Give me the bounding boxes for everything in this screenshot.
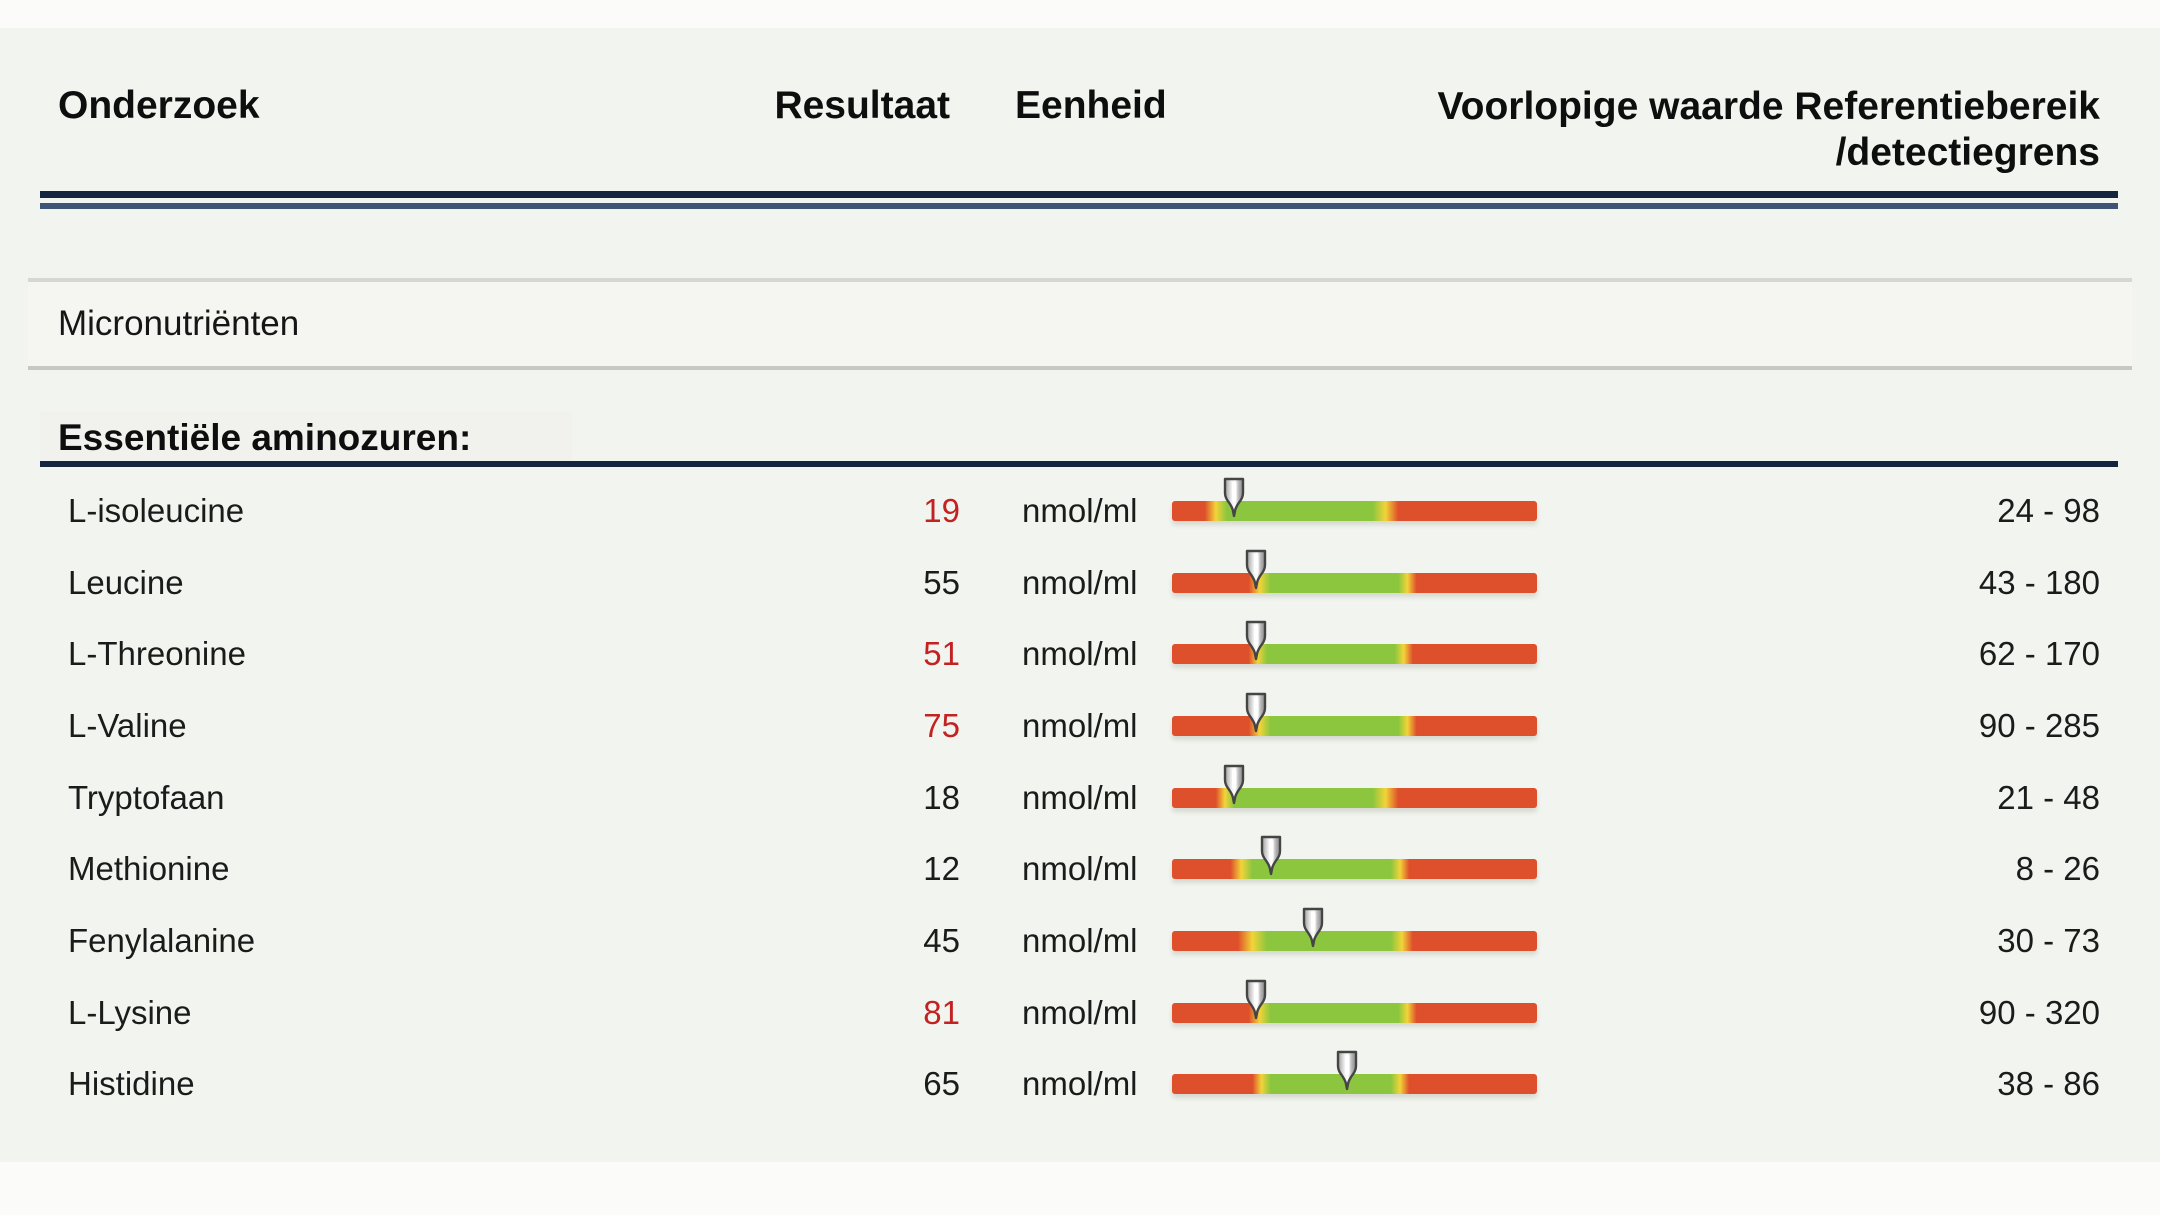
result-value: 51	[923, 635, 960, 673]
analyte-name: L-Threonine	[68, 635, 246, 673]
result-marker-icon	[1245, 549, 1267, 589]
analyte-name: Fenylalanine	[68, 921, 256, 959]
analyte-name: L-Valine	[68, 706, 187, 744]
reference-range: 90 - 285	[1978, 706, 2100, 744]
reference-bar-cell	[1172, 979, 1537, 1023]
column-header-referentiebereik: Voorlopige waarde Referentiebereik /dete…	[1438, 84, 2101, 176]
result-value: 75	[923, 706, 960, 744]
reference-bar	[1172, 764, 1537, 808]
reference-range: 8 - 26	[2015, 850, 2100, 888]
header-divider-bottom	[40, 203, 2118, 209]
referentiebereik-line2: /detectiegrens	[1835, 131, 2100, 174]
reference-bar-cell	[1172, 907, 1537, 951]
subsection-divider	[40, 461, 2118, 467]
result-unit: nmol/ml	[1022, 993, 1138, 1031]
result-row: Methionine 12 nmol/ml 8 - 26	[0, 833, 2160, 905]
result-value: 55	[923, 563, 960, 601]
result-row: Tryptofaan 18 nmol/ml 21 - 48	[0, 762, 2160, 834]
result-unit: nmol/ml	[1022, 850, 1138, 888]
column-header-eenheid: Eenheid	[1015, 84, 1167, 127]
analyte-name: Leucine	[68, 563, 184, 601]
analyte-name: Tryptofaan	[68, 778, 225, 816]
reference-range: 21 - 48	[1997, 778, 2100, 816]
result-marker-icon	[1223, 764, 1245, 804]
result-unit: nmol/ml	[1022, 778, 1138, 816]
reference-range: 30 - 73	[1997, 921, 2100, 959]
section-title: Micronutriënten	[58, 304, 300, 343]
result-row: L-isoleucine 19 nmol/ml 24 - 98	[0, 475, 2160, 547]
result-value: 18	[923, 778, 960, 816]
reference-bar	[1172, 692, 1537, 736]
reference-bar-cell	[1172, 692, 1537, 736]
reference-bar-cell	[1172, 1051, 1537, 1095]
result-marker-icon	[1260, 836, 1281, 876]
reference-bar	[1172, 549, 1537, 593]
result-row: Leucine 55 nmol/ml 43 - 180	[0, 547, 2160, 619]
result-value: 81	[923, 993, 960, 1031]
result-value: 12	[923, 850, 960, 888]
column-header-onderzoek: Onderzoek	[58, 84, 260, 127]
subsection-title: Essentiële aminozuren:	[58, 417, 472, 458]
reference-bar-cell	[1172, 764, 1537, 808]
result-unit: nmol/ml	[1022, 1065, 1138, 1103]
reference-bar	[1172, 1051, 1537, 1095]
page-bottom-margin	[0, 1162, 2160, 1215]
reference-bar	[1172, 907, 1537, 951]
subsection-highlight	[40, 412, 572, 462]
result-marker-icon	[1245, 979, 1267, 1019]
reference-range: 38 - 86	[1997, 1065, 2100, 1103]
reference-bar-cell	[1172, 836, 1537, 880]
result-marker-icon	[1245, 621, 1267, 661]
reference-bar	[1172, 477, 1537, 521]
result-marker-icon	[1302, 907, 1323, 948]
analyte-name: Histidine	[68, 1065, 195, 1103]
result-unit: nmol/ml	[1022, 706, 1138, 744]
analyte-name: L-Lysine	[68, 993, 192, 1031]
result-value: 65	[923, 1065, 960, 1103]
result-row: L-Threonine 51 nmol/ml 62 - 170	[0, 618, 2160, 690]
result-unit: nmol/ml	[1022, 921, 1138, 959]
result-row: L-Lysine 81 nmol/ml 90 - 320	[0, 977, 2160, 1049]
result-row: Fenylalanine 45 nmol/ml 30 - 73	[0, 905, 2160, 977]
header-divider-top	[40, 191, 2118, 198]
reference-bar-cell	[1172, 549, 1537, 593]
reference-bar-cell	[1172, 477, 1537, 521]
page-top-margin	[0, 0, 2160, 28]
result-marker-icon	[1245, 692, 1267, 733]
result-marker-icon	[1223, 477, 1245, 518]
result-unit: nmol/ml	[1022, 491, 1138, 529]
reference-range: 90 - 320	[1978, 993, 2100, 1031]
section-micronutrienten: Micronutriënten	[28, 282, 2132, 370]
reference-range: 43 - 180	[1978, 563, 2100, 601]
result-marker-icon	[1336, 1051, 1358, 1091]
analyte-name: L-isoleucine	[68, 491, 245, 529]
column-header-resultaat: Resultaat	[774, 84, 950, 127]
analyte-name: Methionine	[68, 850, 230, 888]
reference-bar-cell	[1172, 621, 1537, 665]
result-unit: nmol/ml	[1022, 635, 1138, 673]
reference-bar	[1172, 621, 1537, 665]
section-divider	[28, 278, 2132, 282]
reference-bar	[1172, 979, 1537, 1023]
result-row: L-Valine 75 nmol/ml 90 - 285	[0, 690, 2160, 762]
result-row: Histidine 65 nmol/ml 38 - 86	[0, 1049, 2160, 1121]
reference-range: 62 - 170	[1978, 635, 2100, 673]
reference-range: 24 - 98	[1997, 491, 2100, 529]
result-unit: nmol/ml	[1022, 563, 1138, 601]
referentiebereik-line1: Voorlopige waarde Referentiebereik	[1437, 85, 2101, 128]
results-table: L-isoleucine 19 nmol/ml 24 - 98 Leucine …	[0, 475, 2160, 1120]
reference-bar	[1172, 836, 1537, 880]
result-value: 45	[923, 921, 960, 959]
result-value: 19	[923, 491, 960, 529]
